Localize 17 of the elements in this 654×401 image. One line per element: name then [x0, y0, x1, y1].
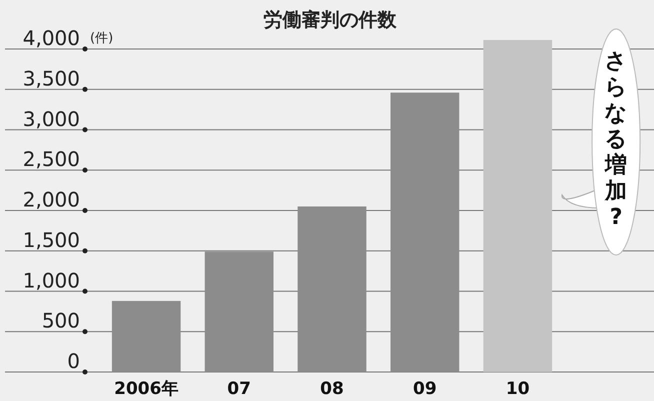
x-tick-label: 10 [506, 379, 530, 399]
x-tick-label: 08 [320, 379, 344, 399]
y-tick-label: 0 [67, 349, 80, 373]
band-label: さらなる増加? [604, 49, 628, 230]
y-tick-label: 1,500 [22, 228, 80, 252]
y-tick-label: 1,000 [22, 268, 80, 292]
y-axis-title: (件) [90, 31, 114, 46]
x-tick-label: 07 [227, 379, 251, 399]
y-tick-label: 3,000 [22, 106, 80, 131]
y-tick-label: 2,000 [22, 188, 80, 212]
x-tick-label: 2006年 [114, 379, 178, 399]
y-tick-label: 500 [42, 308, 80, 333]
y-tick-label: 2,500 [22, 147, 80, 172]
x-tick-label: 09 [413, 379, 437, 399]
y-tick-label: 4,000 [22, 26, 80, 50]
chart-title: 労働審判の件数 [264, 9, 398, 31]
y-tick-label: 3,500 [22, 66, 80, 90]
